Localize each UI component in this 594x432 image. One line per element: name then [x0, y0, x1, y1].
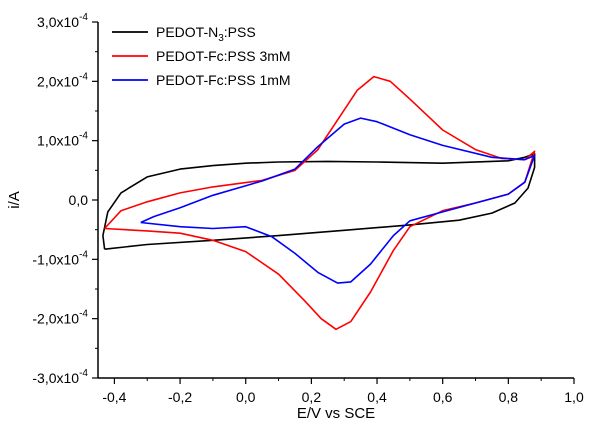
y-tick-label: 1,0x10-4 [37, 131, 88, 149]
y-tick-label: 2,0x10-4 [37, 71, 88, 89]
x-tick-label: -0,4 [102, 389, 126, 405]
x-tick-label: 0,2 [302, 389, 322, 405]
y-tick-label: -3,0x10-4 [32, 368, 88, 386]
x-axis-label: E/V vs SCE [297, 405, 375, 422]
x-tick-label: -0,2 [168, 389, 192, 405]
x-tick-label: 0,6 [433, 389, 453, 405]
x-tick-label: 1,0 [564, 389, 584, 405]
x-tick-label: 0,8 [499, 389, 519, 405]
legend-label: PEDOT-Fc:PSS 3mM [156, 48, 291, 64]
y-axis-label: i/A [6, 191, 23, 209]
y-tick-label: -1,0x10-4 [32, 249, 88, 267]
series-layer [102, 75, 536, 331]
legend: PEDOT-N3:PSS PEDOT-Fc:PSS 3mM PEDOT-Fc:PSS… [112, 24, 291, 88]
series-1-line [102, 152, 536, 250]
series-2-line [104, 75, 536, 331]
y-tick-label: -2,0x10-4 [32, 309, 88, 327]
y-tick-label: 3,0x10-4 [37, 12, 88, 30]
x-tick-label: 0,0 [236, 389, 256, 405]
y-tick-label: 0,0 [69, 192, 89, 208]
legend-label: PEDOT-N3:PSS [156, 24, 256, 44]
legend-label: PEDOT-Fc:PSS 1mM [156, 72, 291, 88]
ticks-layer: -0,4 -0,2 0,0 0,2 0,4 0,6 0,8 1,0 -3,0x10-4 -2,0x… [32, 12, 584, 405]
series-3-line [140, 117, 536, 284]
x-tick-label: 0,4 [367, 389, 387, 405]
